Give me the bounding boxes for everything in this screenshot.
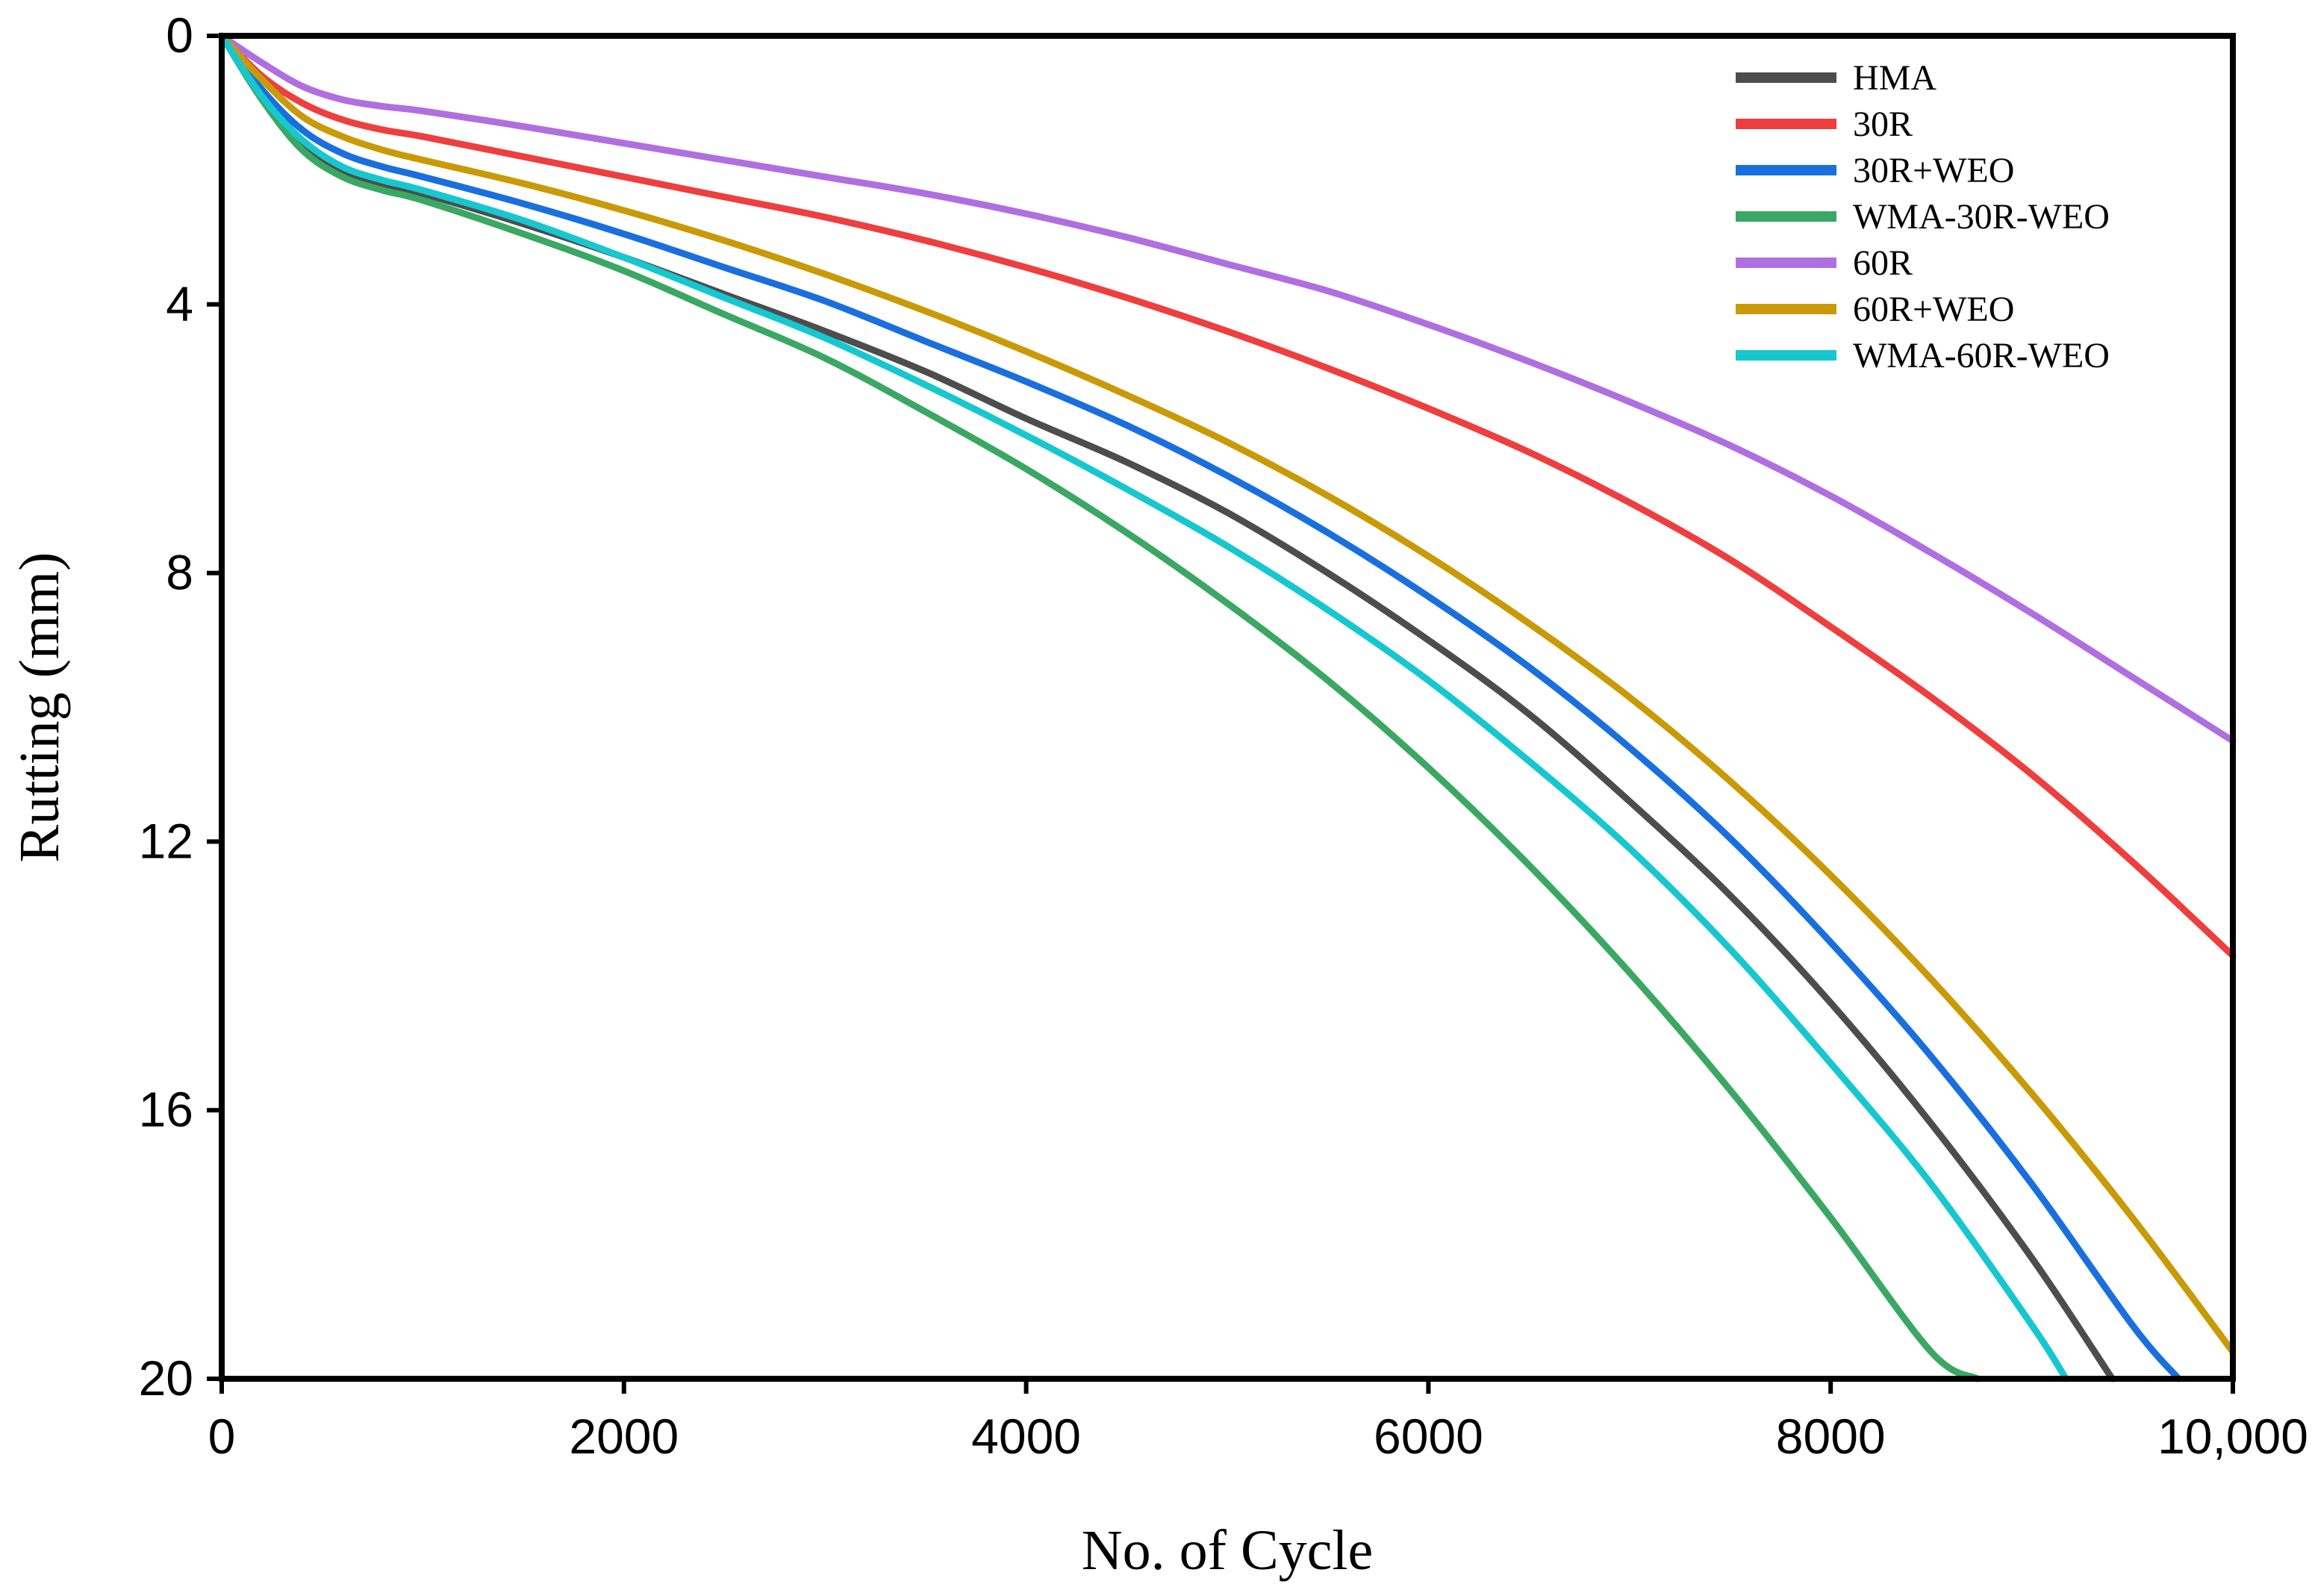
y-axis-ticks: 0 4 8 12 16 20 <box>139 7 222 1406</box>
series-line-30r <box>218 32 2237 959</box>
y-tick-label: 8 <box>166 545 193 600</box>
x-tick-label: 4000 <box>971 1409 1081 1464</box>
y-tick-label: 0 <box>166 7 193 63</box>
series-line-wma-30r-weo <box>218 32 1981 1383</box>
plot-frame <box>219 33 2236 1382</box>
x-axis-title: No. of Cycle <box>1082 1519 1373 1582</box>
legend-label-30r: 30R <box>1853 105 1913 144</box>
legend-label-30r-weo: 30R+WEO <box>1853 151 2014 190</box>
y-tick-label: 20 <box>139 1350 193 1406</box>
x-tick-label: 2000 <box>569 1409 679 1464</box>
x-axis-ticks: 0 2000 4000 6000 8000 10,000 <box>208 1379 2308 1464</box>
x-tick-label: 0 <box>208 1409 236 1464</box>
legend: HMA 30R 30R+WEO WMA-30R-WEO 60R 60R+WEO WMA-60… <box>1736 58 2110 375</box>
y-axis-title: Rutting (mm) <box>8 552 71 863</box>
legend-label-wma-60r-weo: WMA-60R-WEO <box>1853 336 2110 375</box>
series-lines <box>218 32 2237 1383</box>
series-line-30r-weo <box>218 32 2182 1383</box>
y-tick-label: 4 <box>166 276 193 331</box>
series-line-hma <box>218 32 2116 1383</box>
y-tick-label: 16 <box>139 1082 193 1137</box>
legend-label-hma: HMA <box>1853 58 1936 98</box>
legend-label-wma-30r-weo: WMA-30R-WEO <box>1853 197 2110 237</box>
legend-label-60r: 60R <box>1853 243 1913 283</box>
y-tick-label: 12 <box>139 813 193 868</box>
series-line-60r <box>218 32 2237 744</box>
x-tick-label: 10,000 <box>2157 1409 2308 1464</box>
series-line-wma-60r-weo <box>218 32 2069 1383</box>
legend-label-60r-weo: 60R+WEO <box>1853 290 2014 329</box>
series-line-60r-weo <box>218 32 2237 1356</box>
x-tick-label: 6000 <box>1374 1409 1483 1464</box>
x-tick-label: 8000 <box>1776 1409 1886 1464</box>
